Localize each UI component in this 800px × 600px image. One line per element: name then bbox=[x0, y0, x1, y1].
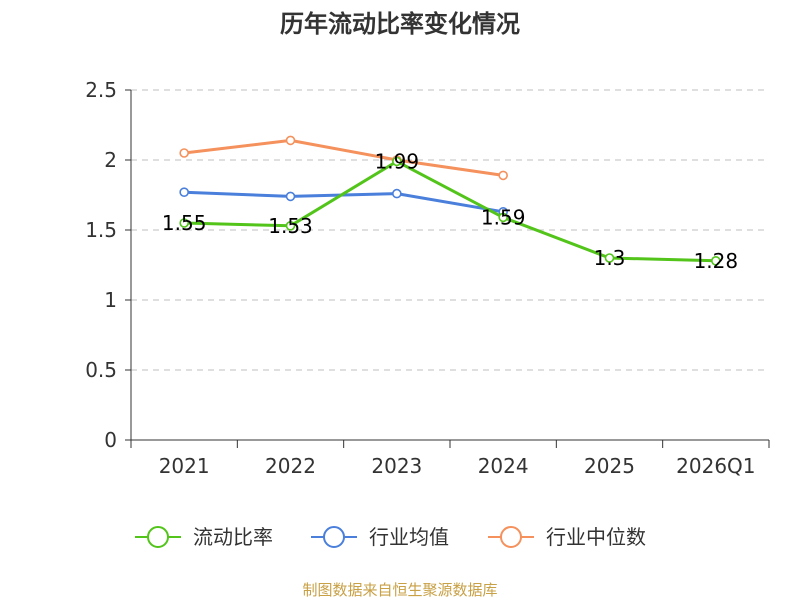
data-point bbox=[285, 221, 296, 231]
x-tick-label: 2022 bbox=[265, 454, 316, 478]
data-point bbox=[498, 212, 508, 223]
x-tick-label: 2026Q1 bbox=[676, 454, 755, 478]
data-labels: 1.55 1.53 1.99 1.59 1.3 1.28 bbox=[162, 149, 738, 272]
legend-item: 流动比率 bbox=[135, 525, 273, 549]
data-label: 1.99 bbox=[375, 149, 420, 173]
y-axis-ticks: 0 0.5 1 1.5 2 2.5 bbox=[85, 78, 131, 452]
y-tick-label: 1.5 bbox=[85, 218, 117, 242]
x-tick-label: 2023 bbox=[371, 454, 422, 478]
legend-item: 行业中位数 bbox=[488, 525, 646, 549]
data-point bbox=[285, 191, 296, 202]
data-point bbox=[604, 253, 615, 263]
data-point bbox=[179, 148, 189, 158]
data-label: 1.59 bbox=[481, 205, 526, 229]
series-line bbox=[182, 159, 718, 263]
y-tick-label: 0.5 bbox=[85, 358, 117, 382]
legend-label: 行业中位数 bbox=[546, 525, 646, 549]
data-point bbox=[392, 156, 402, 167]
axes bbox=[130, 90, 769, 441]
data-point bbox=[285, 135, 296, 146]
data-point bbox=[179, 187, 189, 197]
y-tick-label: 2.5 bbox=[85, 78, 117, 102]
legend-item: 行业均值 bbox=[311, 525, 449, 549]
legend-label: 行业均值 bbox=[369, 525, 449, 549]
legend-swatch-marker bbox=[500, 526, 522, 548]
source-note: 制图数据来自恒生聚源数据库 bbox=[302, 581, 497, 599]
data-label: 1.53 bbox=[268, 214, 313, 238]
series-2 bbox=[179, 135, 508, 181]
x-axis-ticks: 2021 2022 2023 2024 2025 2026Q1 bbox=[130, 440, 770, 478]
data-point bbox=[392, 188, 402, 199]
y-tick-label: 2 bbox=[104, 148, 117, 172]
data-label: 1.3 bbox=[594, 246, 626, 270]
y-tick-label: 1 bbox=[104, 288, 117, 312]
series-group bbox=[179, 135, 721, 266]
series-line bbox=[182, 138, 505, 177]
y-tick-label: 0 bbox=[104, 428, 117, 452]
data-point bbox=[498, 170, 508, 181]
data-point bbox=[711, 255, 721, 266]
x-tick-label: 2024 bbox=[478, 454, 529, 478]
data-label: 1.28 bbox=[694, 249, 739, 273]
chart-title: 历年流动比率变化情况 bbox=[280, 10, 520, 38]
x-tick-label: 2025 bbox=[584, 454, 635, 478]
series-0 bbox=[179, 156, 721, 266]
grid-lines bbox=[131, 89, 769, 371]
legend-swatch-marker bbox=[323, 526, 345, 548]
x-tick-label: 2021 bbox=[159, 454, 210, 478]
data-point bbox=[179, 218, 189, 228]
legend-label: 流动比率 bbox=[193, 525, 273, 549]
legend: 流动比率 行业均值 行业中位数 bbox=[135, 525, 646, 549]
data-label: 1.55 bbox=[162, 211, 207, 235]
legend-swatch-marker bbox=[147, 526, 169, 548]
